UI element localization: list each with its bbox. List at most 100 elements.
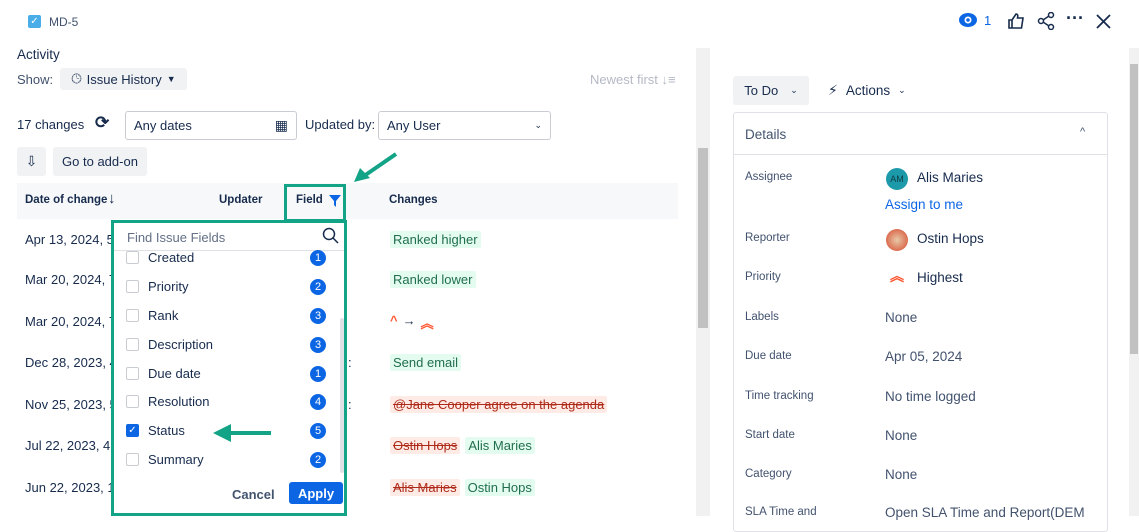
show-select[interactable]: 🕒︎ Issue History ▼ [60, 68, 187, 90]
checkbox[interactable] [126, 280, 139, 293]
apply-button[interactable]: Apply [289, 482, 343, 504]
count-badge: 2 [310, 278, 326, 295]
sort-icon: ↓≡ [661, 72, 676, 87]
row-date: Mar 20, 2024, 7 [25, 272, 117, 287]
close-icon[interactable] [1096, 14, 1111, 29]
field-option[interactable]: Due date 1 [126, 365, 326, 382]
changes-count: 17 changes [17, 117, 85, 132]
details-scrollbar[interactable] [1129, 48, 1139, 516]
added-value: Ranked higher [390, 231, 481, 248]
priority-high-icon: ^ [390, 313, 398, 328]
more-icon[interactable]: ··· [1066, 8, 1084, 28]
arrow-down-icon[interactable]: ↓ [108, 190, 116, 207]
priority-highest-icon: ︽ [420, 316, 434, 331]
field-option[interactable]: Priority 2 [126, 278, 326, 295]
checkbox[interactable] [126, 338, 139, 351]
share-icon[interactable] [1037, 12, 1055, 30]
field-label: Time tracking [745, 390, 814, 402]
row-date: Jul 22, 2023, 4:0 [25, 438, 122, 453]
like-icon[interactable] [1007, 12, 1025, 30]
priority-highest-icon: ︽ [890, 268, 904, 284]
dropdown-scrollbar[interactable] [340, 318, 344, 473]
status-button[interactable]: To Do ⌄ [733, 76, 809, 105]
field-value[interactable]: Open SLA Time and Report(DEM [885, 505, 1085, 520]
dates-input[interactable]: Any dates ▦ [125, 111, 297, 140]
lightning-icon: ⚡︎ [828, 82, 838, 98]
activity-title: Activity [17, 47, 60, 62]
field-option[interactable]: ✓ Status 5 [126, 422, 326, 439]
count-badge: 4 [310, 393, 326, 410]
checkbox[interactable] [126, 251, 139, 264]
removed-value: @Jane Cooper agree on the agenda [390, 396, 608, 413]
checkbox[interactable]: ✓ [126, 424, 139, 437]
field-label: Priority [745, 271, 781, 283]
avatar: AM [886, 168, 908, 190]
watch-button[interactable]: 1 [958, 12, 991, 28]
checkbox[interactable] [126, 367, 139, 380]
filter-icon[interactable] [328, 194, 342, 208]
field-option[interactable]: Resolution 4 [126, 393, 326, 410]
chevron-down-icon: ⌄ [790, 85, 798, 95]
refresh-icon[interactable]: ⟳ [95, 113, 110, 132]
row-changes: Ostin Hops Alis Maries [390, 437, 535, 454]
calendar-icon: ▦ [274, 117, 288, 133]
removed-value: Ostin Hops [390, 437, 461, 454]
header-updater: Updater [219, 194, 263, 206]
row-changes: Ranked lower [390, 271, 476, 288]
field-value[interactable]: Highest [917, 270, 963, 285]
field-value[interactable]: Apr 05, 2024 [885, 349, 963, 364]
eye-icon [959, 13, 977, 27]
activity-scrollbar[interactable] [696, 48, 710, 516]
count-badge: 3 [310, 336, 326, 353]
row-date: Mar 20, 2024, 7 [25, 314, 117, 329]
field-search-input[interactable]: Find Issue Fields [114, 223, 344, 251]
field-value[interactable]: None [885, 310, 918, 325]
checkbox[interactable] [126, 309, 139, 322]
user-select[interactable]: Any User ⌄ [378, 111, 551, 140]
row-date: Apr 13, 2024, 5: [25, 232, 118, 247]
checkbox[interactable] [126, 395, 139, 408]
annotation-arrow [213, 424, 271, 442]
header-date[interactable]: Date of change [25, 194, 108, 206]
count-badge: 1 [310, 249, 326, 266]
count-badge: 2 [310, 451, 326, 468]
field-value[interactable]: Ostin Hops [917, 231, 984, 246]
field-label: Category [745, 468, 792, 480]
row-changes: @Jane Cooper agree on the agenda [390, 396, 608, 413]
go-to-addon-button[interactable]: Go to add-on [53, 147, 147, 176]
table-header [17, 183, 678, 219]
field-option[interactable]: Created 1 [126, 249, 326, 266]
checkbox[interactable] [126, 453, 139, 466]
field-label: Due date [745, 350, 792, 362]
field-value[interactable]: None [885, 428, 918, 443]
count-badge: 3 [310, 307, 326, 324]
field-label: SLA Time and [745, 506, 817, 518]
sort-toggle[interactable]: Newest first ↓≡ [590, 72, 676, 87]
details-title[interactable]: Details [745, 127, 787, 142]
row-date: Nov 25, 2023, 5 [25, 397, 117, 412]
field-label: Start date [745, 429, 795, 441]
chevron-down-icon: ▼ [166, 74, 176, 84]
added-value: Alis Maries [465, 437, 535, 454]
actions-button[interactable]: ⚡︎ Actions ⌄ [828, 82, 906, 98]
field-value[interactable]: None [885, 467, 918, 482]
added-value: Ranked lower [390, 271, 476, 288]
assign-to-me-link[interactable]: Assign to me [885, 197, 964, 212]
field-filter-dropdown: Find Issue Fields Created 1 Priority 2 Rank 3… [111, 220, 347, 516]
field-option[interactable]: Description 3 [126, 336, 326, 353]
field-value[interactable]: No time logged [885, 389, 976, 404]
chevron-up-icon[interactable]: ^ [1080, 126, 1086, 138]
header-field: Field [296, 194, 323, 206]
removed-value: Alis Maries [390, 479, 460, 496]
field-option[interactable]: Summary 2 [126, 451, 326, 468]
download-button[interactable]: ⇩ [17, 147, 46, 176]
added-value: Ostin Hops [464, 479, 535, 496]
issue-key[interactable]: MD-5 [49, 15, 79, 29]
row-date: Jun 22, 2023, 1 [25, 480, 115, 495]
count-badge: 5 [310, 422, 326, 439]
header-changes: Changes [389, 194, 438, 206]
field-value[interactable]: Alis Maries [917, 170, 984, 185]
field-option[interactable]: Rank 3 [126, 307, 326, 324]
updated-by-label: Updated by: [305, 117, 376, 132]
cancel-button[interactable]: Cancel [232, 487, 275, 502]
